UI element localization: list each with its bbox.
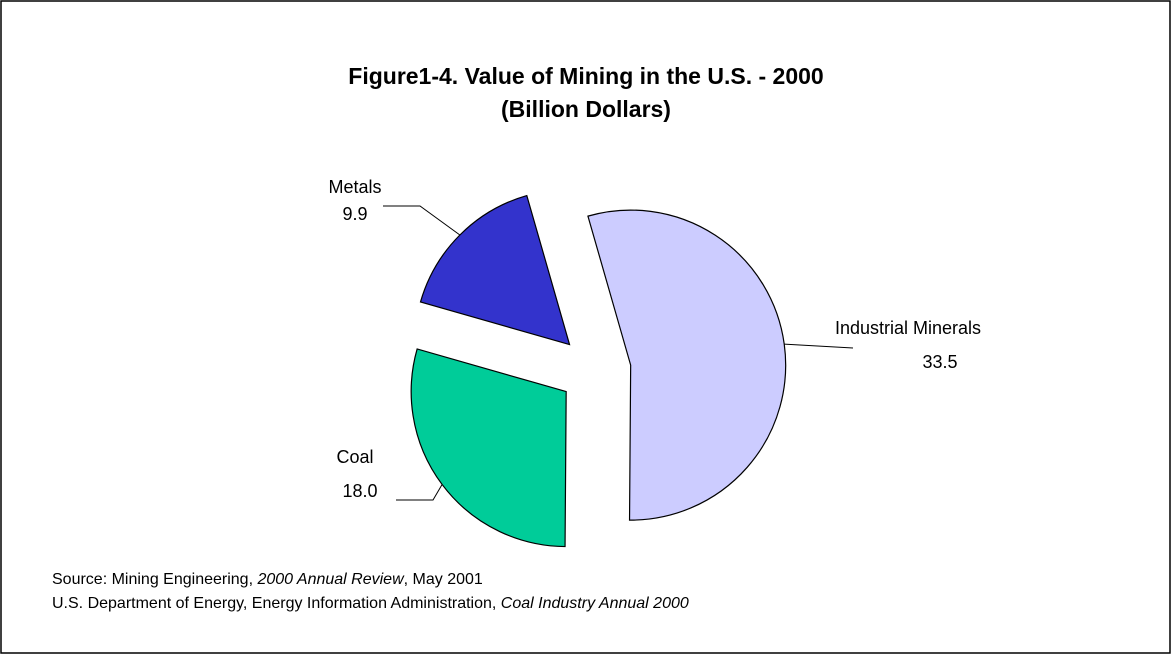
source-text: , May 2001 — [404, 571, 483, 588]
pie-slice — [419, 194, 571, 346]
leader-line — [383, 205, 461, 236]
source-text: Coal Industry Annual 2000 — [501, 595, 689, 612]
value-label: 9.9 — [342, 204, 367, 224]
chart-title: Figure1-4. Value of Mining in the U.S. -… — [348, 63, 823, 89]
leader-line — [784, 343, 854, 349]
source-text: 2000 Annual Review — [256, 571, 405, 588]
slice-label: Coal — [336, 447, 373, 467]
slice-label: Industrial Minerals — [835, 318, 981, 338]
source-note: U.S. Department of Energy, Energy Inform… — [52, 595, 689, 612]
source-text: Source: Mining Engineering, — [52, 571, 257, 588]
value-label: 18.0 — [342, 481, 377, 501]
chart-subtitle: (Billion Dollars) — [501, 96, 671, 122]
slice-label: Metals — [328, 177, 381, 197]
source-note: Source: Mining Engineering, 2000 Annual … — [52, 571, 483, 588]
source-text: U.S. Department of Energy, Energy Inform… — [52, 595, 501, 612]
leader-line — [396, 484, 443, 501]
pie-slice — [410, 348, 567, 548]
value-label: 33.5 — [922, 352, 957, 372]
